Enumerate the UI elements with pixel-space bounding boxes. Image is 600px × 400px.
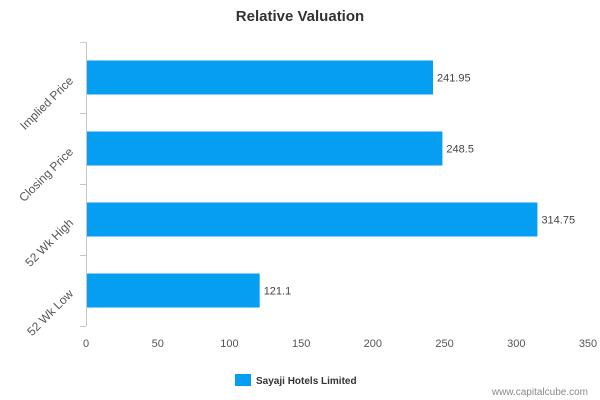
category-label: Implied Price	[17, 73, 76, 132]
watermark: www.capitalcube.com	[491, 387, 588, 398]
data-label: 314.75	[541, 215, 575, 227]
bar-closing-price[interactable]	[87, 131, 443, 166]
bar-52-wk-low[interactable]	[87, 273, 260, 308]
legend[interactable]: Sayaji Hotels Limited	[235, 374, 357, 387]
legend-swatch	[235, 374, 251, 386]
x-tick-label: 300	[507, 338, 525, 350]
x-tick-label: 100	[220, 338, 238, 350]
x-tick-label: 150	[292, 338, 310, 350]
category-label: 52 Wk Low	[24, 286, 76, 338]
data-label: 241.95	[437, 73, 471, 85]
plot-area: 241.95 Implied Price 248.5 Closing Price 314…	[16, 42, 597, 350]
data-label: 121.1	[264, 286, 292, 298]
bar-implied-price[interactable]	[87, 60, 434, 95]
x-tick-label: 50	[152, 338, 164, 350]
bar-52-wk-high[interactable]	[87, 202, 538, 237]
x-tick-label: 200	[364, 338, 382, 350]
x-tick-label: 250	[435, 338, 453, 350]
chart-title: Relative Valuation	[236, 8, 364, 25]
category-label: Closing Price	[16, 144, 76, 204]
legend-label: Sayaji Hotels Limited	[256, 376, 357, 387]
x-tick-label: 0	[83, 338, 89, 350]
x-tick-label: 350	[579, 338, 597, 350]
category-label: 52 Wk High	[22, 216, 76, 270]
data-label: 248.5	[446, 144, 474, 156]
